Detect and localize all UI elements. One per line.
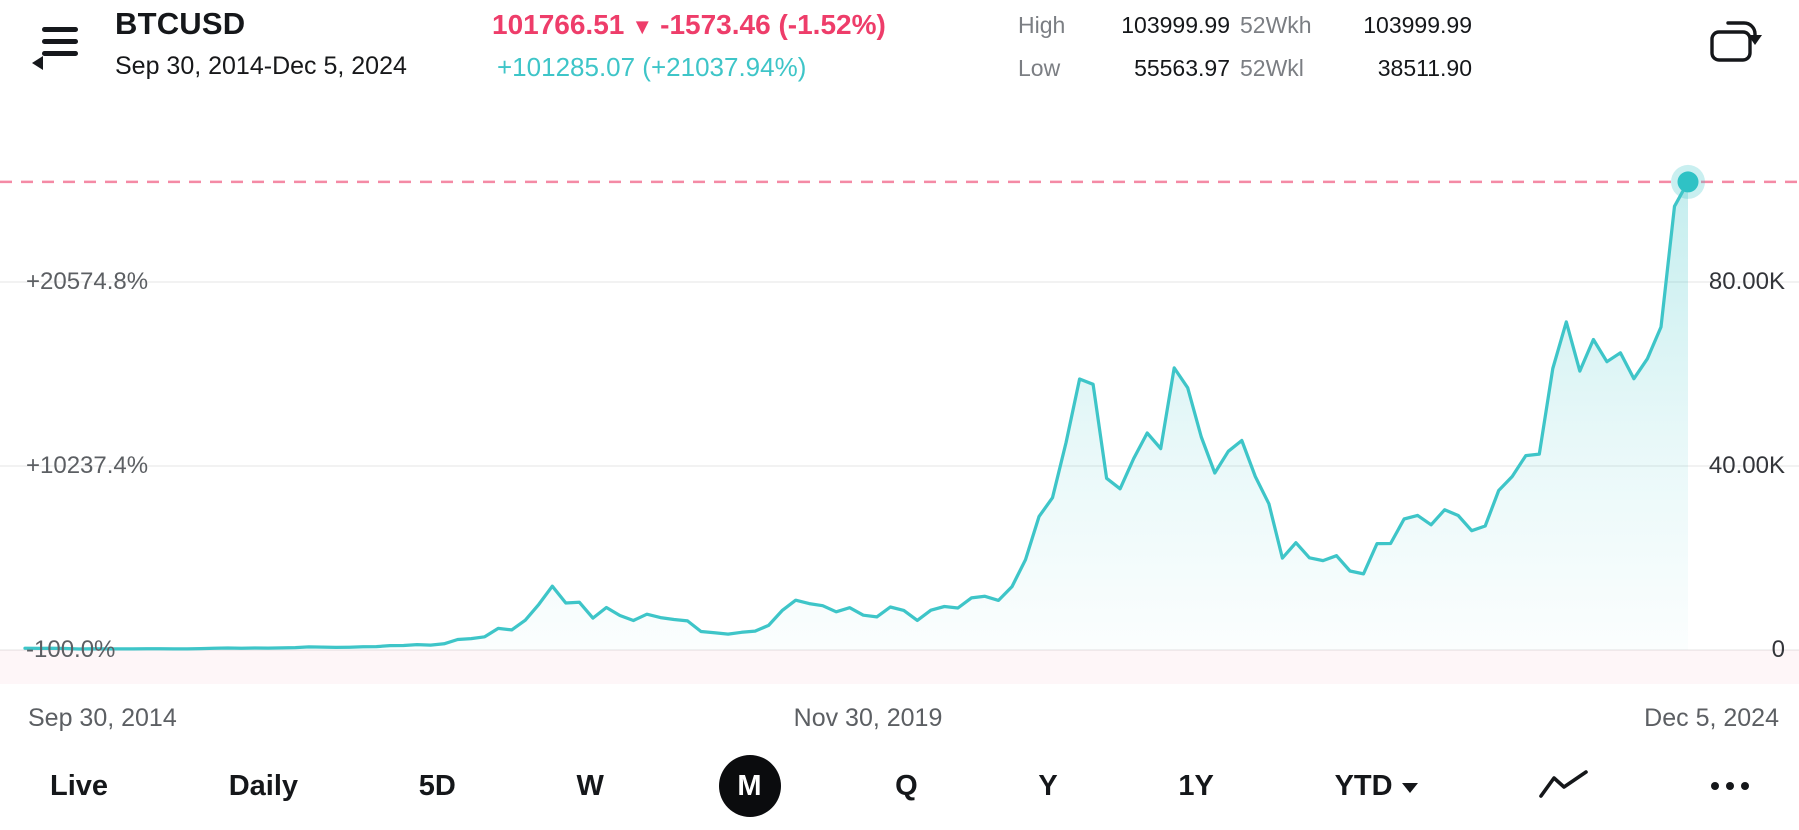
toolbar-live-button[interactable]: Live: [44, 766, 114, 807]
y-tick-price-40k: 40.00K: [1708, 452, 1785, 479]
menu-button[interactable]: [32, 22, 82, 70]
toolbar-5d-button[interactable]: 5D: [413, 766, 462, 807]
collapse-triangle-icon: [32, 56, 43, 70]
stat-value-high: 103999.99: [1121, 11, 1230, 38]
toolbar-y-button[interactable]: Y: [1032, 766, 1063, 807]
y-tick-price-0: 0: [1771, 636, 1785, 663]
x-tick-start: Sep 30, 2014: [28, 704, 177, 732]
toolbar-more-button[interactable]: [1705, 778, 1755, 794]
toolbar-ytd-label: YTD: [1334, 769, 1393, 802]
stats-grid: High 103999.99 52Wkh 103999.99 Low 55563…: [1018, 10, 1472, 83]
x-tick-mid: Nov 30, 2019: [793, 704, 943, 732]
stat-value-52wkh: 103999.99: [1363, 11, 1472, 38]
line-chart-icon: [1539, 770, 1589, 798]
ellipsis-icon: [1710, 782, 1749, 790]
timeframe-toolbar: Live Daily 5D W M Q Y 1Y YTD: [0, 750, 1799, 822]
price-line-series: [23, 180, 1690, 651]
date-range: Sep 30, 2014-Dec 5, 2024: [115, 52, 407, 80]
price-down-arrow-icon: ▼: [631, 14, 654, 39]
y-tick-price-80k: 80.00K: [1708, 268, 1785, 295]
toolbar-1y-button[interactable]: 1Y: [1172, 766, 1219, 807]
stat-label-52wkl: 52Wkl: [1240, 54, 1304, 81]
current-price-line: 101766.51 ▼ -1573.46 (-1.52%): [492, 9, 886, 41]
stat-value-52wkl: 38511.90: [1377, 54, 1472, 81]
toolbar-chart-type-button[interactable]: [1532, 765, 1596, 807]
stat-label-52wkh: 52Wkh: [1240, 11, 1312, 38]
rotate-device-icon: [1710, 21, 1762, 62]
last-price-dot: [1677, 171, 1699, 193]
price-change: -1573.46 (-1.52%): [660, 9, 886, 40]
rotate-screen-button[interactable]: [1709, 16, 1765, 66]
stat-label-high: High: [1018, 11, 1066, 38]
stat-label-low: Low: [1018, 54, 1061, 81]
price-chart[interactable]: [0, 112, 1799, 700]
y-tick-percent-mid: +10237.4%: [26, 452, 149, 479]
symbol-title: BTCUSD: [115, 6, 246, 41]
y-tick-percent-low: -100.0%: [26, 636, 116, 663]
toolbar-daily-button[interactable]: Daily: [223, 766, 304, 807]
current-price: 101766.51: [492, 9, 625, 40]
toolbar-q-button[interactable]: Q: [889, 766, 924, 807]
area-fill: [25, 181, 1688, 650]
stat-value-low: 55563.97: [1134, 54, 1230, 81]
negative-zone-band: [0, 650, 1799, 684]
y-tick-percent-high: +20574.8%: [26, 268, 149, 295]
toolbar-w-button[interactable]: W: [570, 766, 609, 807]
chevron-down-icon: [1401, 783, 1418, 793]
period-change: +101285.07 (+21037.94%): [497, 52, 807, 82]
toolbar-m-button[interactable]: M: [718, 755, 781, 817]
x-tick-end: Dec 5, 2024: [1644, 704, 1779, 732]
toolbar-ytd-button[interactable]: YTD: [1329, 766, 1424, 807]
